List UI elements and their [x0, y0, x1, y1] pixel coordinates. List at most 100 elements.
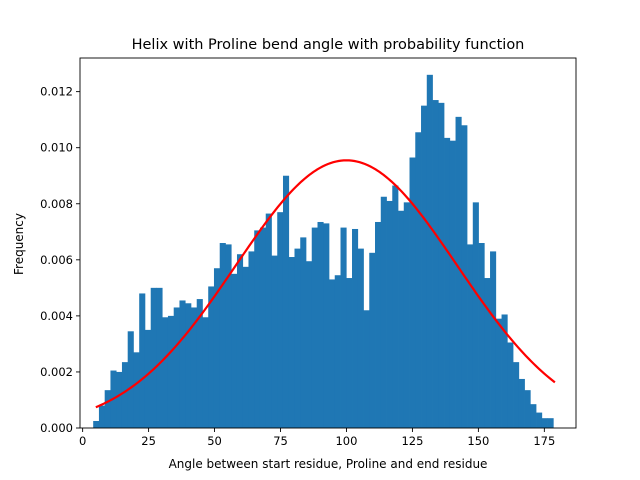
histogram-bar: [507, 342, 514, 428]
histogram-bar: [242, 266, 249, 428]
x-tick-label: 25: [141, 434, 156, 448]
y-tick-label: 0.010: [40, 141, 73, 155]
x-tick-label: 150: [467, 434, 489, 448]
histogram-bar: [484, 278, 491, 428]
histogram-bar: [329, 279, 336, 428]
histogram-bar: [98, 405, 106, 428]
x-tick-label: 50: [207, 434, 222, 448]
y-tick-label: 0.004: [40, 309, 73, 323]
histogram-bar: [363, 310, 370, 428]
x-tick-label: 0: [79, 434, 86, 448]
histogram-bar: [311, 227, 318, 428]
histogram-bar: [121, 362, 129, 428]
histogram-bar: [288, 257, 295, 428]
histogram-bar: [392, 185, 399, 428]
histogram-bar: [398, 210, 405, 428]
histogram-bar: [93, 420, 100, 428]
histogram-bar: [167, 315, 175, 428]
histogram-bar: [467, 244, 474, 428]
histogram-bar: [426, 74, 433, 428]
histogram-bar: [352, 228, 359, 428]
histogram-bar: [386, 200, 393, 428]
histogram-bar: [213, 268, 221, 428]
histogram-bar: [162, 317, 169, 428]
histogram-bar: [501, 314, 508, 428]
histogram-bar: [104, 390, 111, 428]
histogram-bar: [282, 175, 290, 428]
histogram-bar: [409, 157, 416, 428]
histogram-bar: [530, 404, 537, 428]
histogram-bar: [173, 307, 180, 428]
x-tick-label: 100: [335, 434, 357, 448]
histogram-bar: [421, 105, 428, 429]
histogram-bar: [369, 252, 376, 428]
chart-title: Helix with Proline bend angle with proba…: [132, 37, 525, 53]
histogram-bar: [144, 329, 152, 428]
histogram-bar: [536, 412, 543, 428]
histogram-bar: [133, 352, 140, 428]
x-axis-label: Angle between start residue, Proline and…: [169, 457, 488, 471]
histogram-bar: [317, 221, 324, 428]
histogram-bar: [432, 100, 439, 429]
histogram-bar: [271, 255, 278, 428]
histogram-bar: [231, 273, 238, 428]
histogram-bar: [306, 261, 313, 428]
histogram-bar: [202, 317, 209, 428]
histogram-bar: [185, 303, 192, 428]
x-tick-label: 125: [401, 434, 423, 448]
histogram-bar: [449, 140, 456, 428]
histogram-bar: [225, 244, 232, 428]
histogram-bar: [259, 227, 267, 428]
histogram-bar: [524, 390, 531, 428]
histogram-bar: [196, 299, 203, 428]
x-tick-label: 75: [273, 434, 288, 448]
histogram-bar: [455, 116, 462, 429]
histogram-bar: [190, 307, 198, 428]
histogram-bar: [490, 251, 497, 428]
y-tick-label: 0.006: [40, 253, 73, 267]
histogram-bar: [127, 331, 134, 428]
histogram-bar: [156, 287, 163, 428]
histogram-bar: [547, 418, 554, 428]
histogram-bar: [518, 378, 525, 428]
histogram-bar: [541, 418, 548, 428]
histogram-bar: [375, 221, 382, 428]
histogram-bar: [346, 278, 353, 428]
y-tick-label: 0.008: [40, 197, 73, 211]
histogram-bar: [219, 243, 226, 428]
histogram-bar: [513, 362, 520, 428]
histogram-bar: [478, 243, 485, 428]
histogram-bar: [139, 293, 146, 428]
histogram-bar: [380, 196, 387, 428]
histogram-bar: [415, 132, 422, 428]
histogram-bar: [294, 248, 301, 428]
plot-frame: [79, 57, 577, 429]
histogram-bar: [300, 237, 307, 428]
histogram-bar: [265, 213, 272, 428]
histogram-bar: [334, 275, 341, 428]
histogram-bar: [248, 251, 255, 428]
histogram-bar: [179, 300, 186, 428]
histogram-bar: [495, 318, 502, 428]
histogram-bar: [403, 202, 410, 428]
probability-curve: [95, 159, 556, 409]
histogram-bar: [472, 202, 479, 428]
histogram-bar: [444, 137, 451, 428]
histogram-bar: [277, 212, 284, 428]
y-tick-label: 0.000: [40, 421, 73, 435]
histogram-bar: [236, 254, 244, 428]
histogram-bar: [438, 102, 445, 428]
x-axis-ticks: 0 25 50 75 100 125 150 175: [79, 428, 555, 448]
y-axis-label: Frequency: [12, 213, 26, 275]
y-tick-label: 0.012: [40, 85, 73, 99]
histogram-bar: [357, 248, 364, 428]
fit-curve-layer: [95, 159, 556, 409]
y-axis-ticks: 0.000 0.002 0.004 0.006 0.008 0.010 0.012: [40, 85, 80, 435]
histogram-bar: [340, 227, 347, 428]
y-tick-label: 0.002: [40, 365, 73, 379]
histogram-bar: [323, 223, 330, 428]
histogram-bar: [254, 230, 261, 428]
histogram-bar: [116, 371, 123, 428]
x-tick-label: 175: [533, 434, 555, 448]
